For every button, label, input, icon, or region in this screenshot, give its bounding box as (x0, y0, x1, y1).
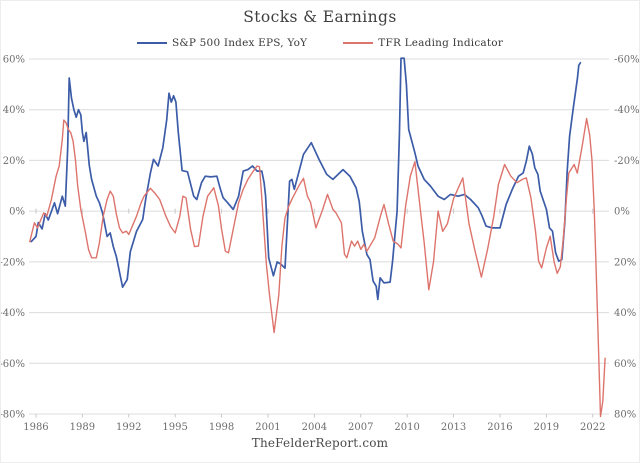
left-axis-tick-label: 0% (9, 207, 25, 218)
legend-line-swatch-red (343, 42, 374, 44)
x-axis-tick-label: 2013 (441, 422, 466, 433)
chart-title: Stocks & Earnings (243, 8, 397, 26)
x-axis-tick-label: 2022 (580, 422, 605, 433)
x-axis-tick-label: 1995 (162, 422, 187, 433)
left-axis-tick-label: -60% (1, 359, 25, 370)
x-axis-tick-label: 2016 (487, 422, 512, 433)
right-axis-tick-label: -20% (614, 156, 640, 167)
right-axis-tick-label: 60% (614, 359, 636, 370)
right-axis-tick-label: 40% (614, 308, 636, 319)
right-axis-tick-label: 20% (614, 257, 636, 268)
x-axis-tick-label: 1986 (23, 422, 48, 433)
right-axis-tick-label: 80% (614, 410, 636, 421)
x-axis-tick-label: 1992 (116, 422, 141, 433)
tfr-indicator-line (29, 117, 606, 418)
right-axis-tick-label: -40% (614, 105, 640, 116)
legend-label-sp500-eps: S&P 500 Index EPS, YoY (171, 37, 308, 49)
x-axis-tick-label: 1989 (70, 422, 95, 433)
sp500-eps-line (30, 57, 582, 301)
right-axis-tick-label: 0% (614, 207, 630, 218)
x-axis-tick-label: 2004 (302, 422, 327, 433)
x-axis-tick-label: 2010 (394, 422, 419, 433)
left-axis-tick-label: 20% (3, 156, 25, 167)
right-axis-tick-label: -60% (614, 55, 640, 66)
legend-label-tfr-indicator: TFR Leading Indicator (378, 37, 504, 49)
left-axis-tick-label: -80% (1, 410, 25, 421)
x-axis-tick-label: 2019 (534, 422, 559, 433)
legend-line-swatch-blue (136, 42, 167, 44)
x-axis-tick-label: 2007 (348, 422, 373, 433)
left-axis-tick-label: -40% (1, 308, 25, 319)
x-axis-tick-label: 2001 (255, 422, 280, 433)
x-axis-tick-label: 1998 (209, 422, 234, 433)
chart-legend: S&P 500 Index EPS, YoY TFR Leading Indic… (1, 37, 639, 49)
legend-item-tfr-indicator: TFR Leading Indicator (343, 37, 503, 49)
left-axis-tick-label: 60% (3, 55, 25, 66)
left-axis-tick-label: -20% (1, 257, 25, 268)
footer-credit: TheFelderReport.com (251, 436, 389, 450)
legend-item-sp500-eps: S&P 500 Index EPS, YoY (136, 37, 308, 49)
left-axis-tick-label: 40% (3, 105, 25, 116)
